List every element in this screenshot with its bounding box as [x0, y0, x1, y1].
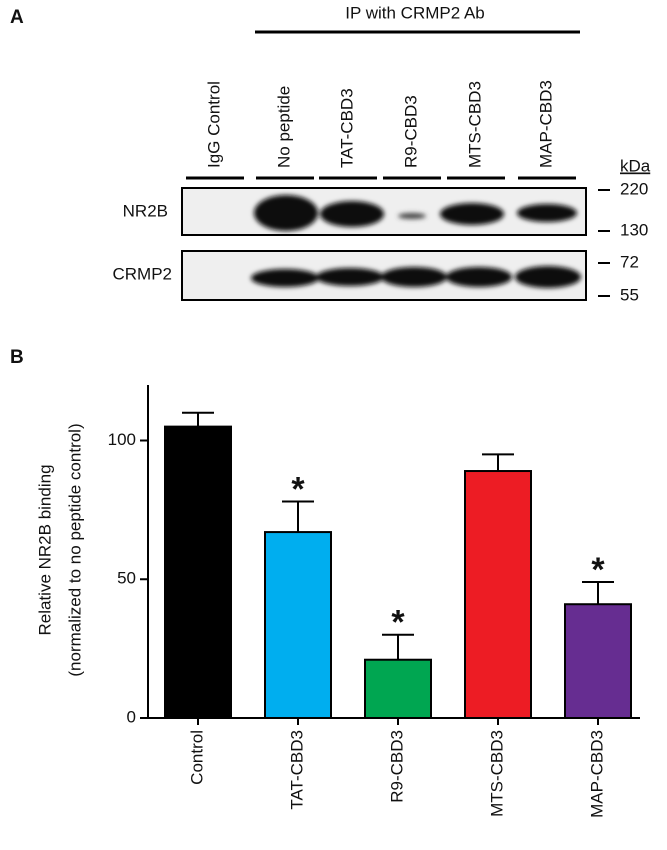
lane-label: MAP-CBD3 [536, 80, 555, 168]
bar [364, 658, 432, 719]
ip-header: IP with CRMP2 Ab [345, 3, 485, 22]
lane-label: R9-CBD3 [401, 95, 420, 168]
marker-label: 130 [620, 220, 648, 239]
bands [251, 195, 581, 288]
row-label: CRMP2 [112, 264, 172, 283]
lane-label: MTS-CBD3 [465, 81, 484, 168]
panel-label: B [10, 347, 24, 368]
y-tick-label: 50 [117, 569, 136, 588]
lane-label: No peptide [274, 86, 293, 168]
x-tick-label: MAP-CBD3 [587, 730, 606, 818]
y-axis-label: (normalized to no peptide control) [65, 423, 84, 676]
y-tick-label: 100 [108, 430, 136, 449]
bar [164, 425, 232, 719]
marker-label: 72 [620, 252, 639, 271]
x-tick-label: R9-CBD3 [387, 730, 406, 803]
x-tick-label: TAT-CBD3 [287, 730, 306, 810]
lane-label: TAT-CBD3 [337, 88, 356, 168]
row-label: NR2B [123, 201, 168, 220]
significance-mark: * [291, 471, 305, 509]
marker-label: 220 [620, 179, 648, 198]
bar [464, 470, 532, 719]
bar [264, 531, 332, 720]
marker-label: 55 [620, 285, 639, 304]
marker-unit: kDa [620, 156, 651, 175]
y-axis-label: Relative NR2B binding [35, 464, 54, 635]
x-tick-label: MTS-CBD3 [487, 730, 506, 817]
bar [564, 603, 632, 719]
panel-a: A IP with CRMP2 Ab NR2B CRMP2 kDa IgG Co… [10, 3, 651, 304]
x-tick-label: Control [187, 730, 206, 785]
y-tick-label: 0 [127, 707, 136, 726]
lane-label: IgG Control [204, 81, 223, 168]
significance-mark: * [591, 551, 605, 589]
panel-label: A [10, 7, 24, 28]
panel-b: B Relative NR2B binding (normalized to no … [10, 347, 640, 818]
significance-mark: * [391, 604, 405, 642]
